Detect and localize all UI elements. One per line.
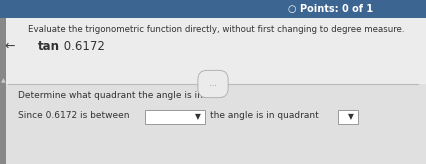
Text: ▼: ▼ <box>348 113 354 122</box>
Text: tan: tan <box>38 40 60 52</box>
Text: ○: ○ <box>288 4 296 14</box>
FancyBboxPatch shape <box>6 84 426 164</box>
Text: ←: ← <box>5 40 15 52</box>
FancyBboxPatch shape <box>0 18 426 84</box>
Text: the angle is in quadrant: the angle is in quadrant <box>210 112 319 121</box>
Text: 0.6172: 0.6172 <box>60 40 105 52</box>
FancyBboxPatch shape <box>0 0 426 18</box>
FancyBboxPatch shape <box>145 110 205 124</box>
Text: ...: ... <box>207 80 219 89</box>
Text: ▼: ▼ <box>195 113 201 122</box>
FancyBboxPatch shape <box>0 18 6 164</box>
FancyBboxPatch shape <box>338 110 358 124</box>
Text: ▲: ▲ <box>0 79 6 83</box>
Text: Determine what quadrant the angle is in.: Determine what quadrant the angle is in. <box>18 92 206 101</box>
Text: Evaluate the trigonometric function directly, without first changing to degree m: Evaluate the trigonometric function dire… <box>28 24 405 33</box>
Text: Points: 0 of 1: Points: 0 of 1 <box>300 4 373 14</box>
Text: Since 0.6172 is between: Since 0.6172 is between <box>18 112 130 121</box>
